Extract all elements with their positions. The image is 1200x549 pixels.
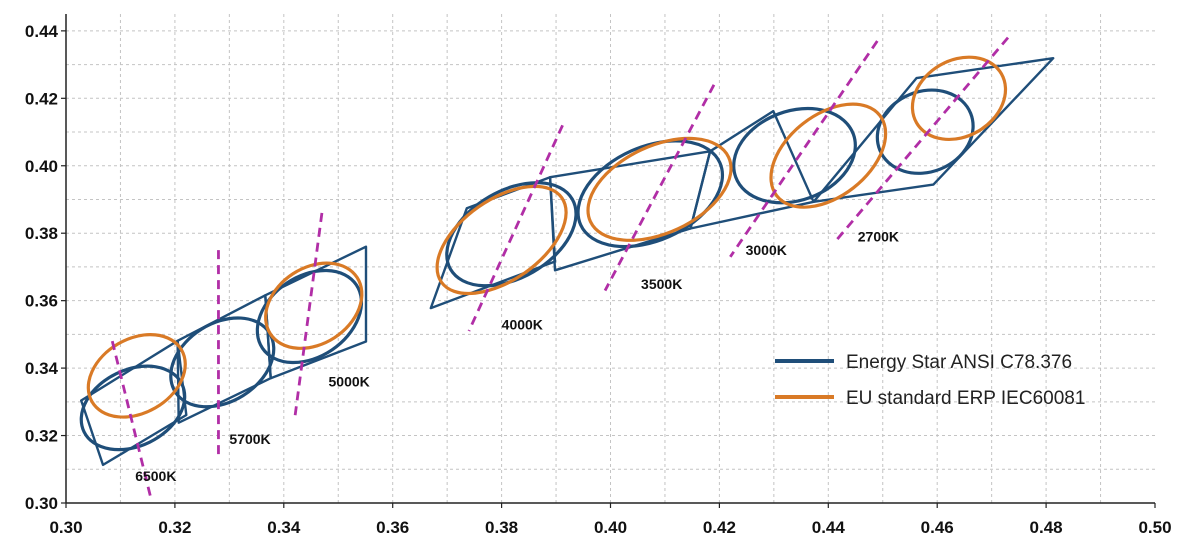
x-tick-label: 0.40 — [594, 518, 627, 537]
cct-label-3000k: 3000K — [746, 242, 787, 258]
isotemperature-line-4000k — [467, 124, 564, 332]
eu-ellipse-2700k — [910, 55, 1008, 142]
eu-ellipse-3000k — [769, 102, 888, 209]
cct-labels: 6500K 5700K 5000K 4000K 3500K 3000K 2700K — [135, 229, 899, 484]
x-tick-label: 0.48 — [1030, 518, 1063, 537]
cct-label-6500k: 6500K — [135, 468, 176, 484]
energy-star-ellipse-3000k — [732, 106, 857, 205]
isotemperature-line-5000k — [293, 212, 324, 419]
cct-label-3500k: 3500K — [641, 276, 682, 292]
eu-ellipse-6500k — [86, 333, 187, 419]
eu-ellipse-4000k — [435, 184, 568, 296]
energy-star-ellipse-5000k — [255, 268, 364, 365]
tick-labels: 0.30 0.32 0.34 0.36 0.38 0.40 0.42 0.44 0.46 0.48… — [25, 22, 1172, 537]
energy-star-ellipse-6500k — [79, 364, 187, 452]
x-tick-label: 0.44 — [812, 518, 846, 537]
legend: Energy Star ANSI C78.376 EU standard ERP… — [775, 352, 1085, 409]
isotemperature-line-6500k — [110, 340, 152, 497]
isotemperature-lines — [110, 36, 1010, 497]
x-tick-label: 0.42 — [703, 518, 736, 537]
x-tick-label: 0.38 — [485, 518, 518, 537]
eu-ellipse-5000k — [264, 261, 364, 350]
legend-label-eu: EU standard ERP IEC60081 — [846, 388, 1085, 409]
y-tick-label: 0.38 — [25, 224, 58, 243]
x-tick-label: 0.30 — [49, 518, 82, 537]
energy-star-ellipse-3500k — [576, 139, 725, 249]
y-tick-label: 0.30 — [25, 494, 58, 513]
y-tick-label: 0.36 — [25, 292, 58, 311]
quadrangle-3000k — [689, 109, 815, 230]
axes — [61, 14, 1156, 508]
quadrangle-3500k — [548, 150, 712, 272]
x-tick-label: 0.32 — [158, 518, 191, 537]
eu-ellipse-3500k — [586, 136, 733, 242]
x-tick-label: 0.50 — [1138, 518, 1171, 537]
eu-ellipses — [86, 55, 1008, 419]
cct-label-2700k: 2700K — [858, 229, 899, 245]
y-tick-label: 0.32 — [25, 427, 58, 446]
y-tick-label: 0.40 — [25, 157, 58, 176]
energy-star-ellipse-2700k — [875, 88, 975, 175]
y-tick-label: 0.34 — [25, 359, 59, 378]
cct-label-5700k: 5700K — [229, 431, 270, 447]
energy-star-ellipse-4000k — [445, 181, 578, 288]
y-tick-label: 0.42 — [25, 89, 58, 108]
y-tick-label: 0.44 — [25, 22, 59, 41]
grid — [66, 14, 1155, 503]
x-tick-label: 0.34 — [267, 518, 301, 537]
legend-label-energy-star: Energy Star ANSI C78.376 — [846, 352, 1072, 373]
cct-label-5000k: 5000K — [329, 374, 370, 390]
x-tick-label: 0.46 — [921, 518, 954, 537]
x-tick-label: 0.36 — [376, 518, 409, 537]
isotemperature-line-3000k — [729, 40, 879, 258]
isotemperature-line-3500k — [603, 84, 716, 292]
cct-label-4000k: 4000K — [502, 316, 543, 332]
